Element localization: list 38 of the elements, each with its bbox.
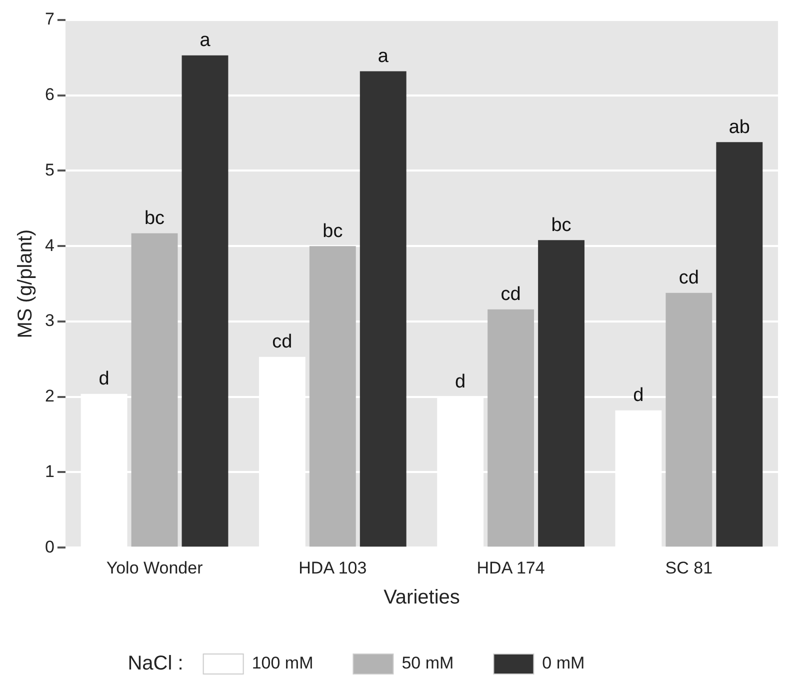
x-tick-label: HDA 174 <box>476 558 545 578</box>
data-label: d <box>633 385 644 406</box>
x-tick-label: HDA 103 <box>298 558 367 578</box>
y-tick-label: 3 <box>44 311 54 330</box>
data-label: cd <box>500 284 521 306</box>
y-tick-label: 5 <box>44 160 54 180</box>
y-tick-label: 1 <box>44 462 54 481</box>
data-label: bc <box>322 220 343 242</box>
data-label: d <box>455 372 466 393</box>
bar <box>666 292 712 547</box>
bar <box>488 309 534 547</box>
data-label: bc <box>144 208 165 230</box>
data-label: a <box>200 30 211 52</box>
bar <box>309 246 356 547</box>
y-tick-label: 0 <box>44 537 54 556</box>
x-tick-label: Yolo Wonder <box>106 558 204 578</box>
y-tick-label: 6 <box>44 85 54 104</box>
legend-title: NaCl : <box>128 652 184 675</box>
data-label: d <box>98 368 110 390</box>
x-axis-title: Varieties <box>384 586 460 609</box>
y-tick-label: 7 <box>44 10 54 29</box>
legend-label: 0 mM <box>542 654 585 673</box>
y-tick-label: 4 <box>44 236 54 255</box>
data-label: bc <box>551 214 572 236</box>
bar <box>716 142 763 547</box>
bar <box>182 55 228 547</box>
bar <box>538 240 584 547</box>
data-label: cd <box>272 332 292 353</box>
y-axis-title: MS (g/plant) <box>14 229 37 338</box>
x-tick-label: SC 81 <box>665 558 713 578</box>
legend-label: 100 mM <box>252 654 314 673</box>
bar <box>360 71 406 547</box>
y-tick-label: 2 <box>44 386 54 406</box>
data-label: cd <box>678 268 699 289</box>
bar <box>131 233 178 547</box>
data-label: ab <box>728 116 750 138</box>
data-label: a <box>378 46 389 67</box>
legend-label: 50 mM <box>402 654 454 673</box>
